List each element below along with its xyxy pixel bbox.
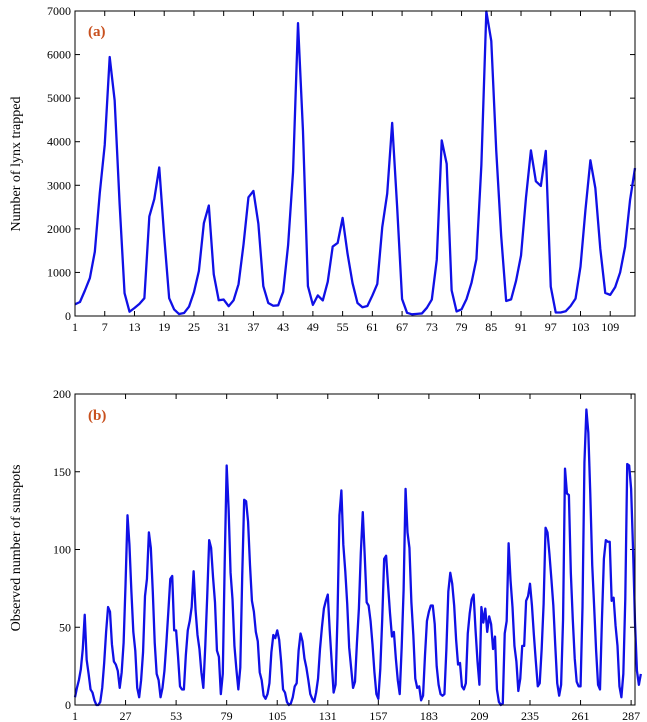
x-tick-label: 1 <box>72 320 78 334</box>
x-ticks-a: 1 7 13 19 25 31 37 43 49 55 61 67 73 79 85 91 97 103 109 <box>72 11 619 334</box>
panel-label-b: (b) <box>88 408 106 424</box>
y-tick-label: 200 <box>53 387 71 401</box>
x-tick-label: 31 <box>218 320 230 334</box>
x-tick-label: 157 <box>369 709 387 722</box>
x-tick-label: 49 <box>307 320 319 334</box>
x-tick-label: 235 <box>521 709 539 722</box>
y-axis-label-b: Observed number of sunspots <box>9 465 24 632</box>
y-tick-label: 1000 <box>47 265 71 279</box>
x-tick-label: 61 <box>366 320 378 334</box>
lynx-series-line <box>74 10 637 316</box>
y-axis-label-a: Number of lynx trapped <box>9 97 24 232</box>
x-tick-label: 91 <box>515 320 527 334</box>
x-tick-label: 287 <box>622 709 640 722</box>
y-tick-label: 100 <box>53 543 71 557</box>
y-tick-label: 2000 <box>47 222 71 236</box>
sunspots-series-line <box>73 408 642 707</box>
x-tick-label: 25 <box>188 320 200 334</box>
panel-label-a: (a) <box>88 24 106 40</box>
y-ticks-a: 0 1000 2000 3000 4000 5000 6000 7000 <box>47 4 635 323</box>
x-tick-label: 7 <box>102 320 108 334</box>
y-ticks-b: 0 50 100 150 200 <box>53 387 635 712</box>
x-tick-label: 261 <box>572 709 590 722</box>
plot-area-a <box>74 10 636 317</box>
x-tick-label: 53 <box>170 709 182 722</box>
x-tick-label: 1 <box>72 709 78 722</box>
x-tick-label: 73 <box>426 320 438 334</box>
x-tick-label: 27 <box>120 709 132 722</box>
y-tick-label: 3000 <box>47 178 71 192</box>
x-tick-label: 55 <box>337 320 349 334</box>
x-tick-label: 109 <box>601 320 619 334</box>
x-tick-label: 85 <box>485 320 497 334</box>
panel-b: Observed number of sunspots 0 50 100 150 200… <box>9 387 642 722</box>
x-tick-label: 209 <box>470 709 488 722</box>
y-tick-label: 50 <box>59 620 71 634</box>
x-tick-label: 183 <box>420 709 438 722</box>
y-tick-label: 150 <box>53 465 71 479</box>
x-ticks-b: 1 27 53 79 105 131 157 183 209 235 261 287 <box>72 394 640 722</box>
panel-a: Number of lynx trapped 0 1000 2000 3000 4000… <box>9 4 637 334</box>
x-tick-label: 67 <box>396 320 408 334</box>
x-tick-label: 97 <box>545 320 557 334</box>
x-tick-label: 105 <box>268 709 286 722</box>
plot-area-b <box>74 393 636 706</box>
y-tick-label: 7000 <box>47 4 71 18</box>
y-tick-label: 6000 <box>47 48 71 62</box>
x-tick-label: 37 <box>247 320 259 334</box>
y-tick-label: 4000 <box>47 135 71 149</box>
x-tick-label: 131 <box>319 709 337 722</box>
y-tick-label: 0 <box>65 309 71 323</box>
x-tick-label: 43 <box>277 320 289 334</box>
x-tick-label: 79 <box>456 320 468 334</box>
x-tick-label: 19 <box>158 320 170 334</box>
y-tick-label: 0 <box>65 698 71 712</box>
x-tick-label: 79 <box>221 709 233 722</box>
x-tick-label: 13 <box>128 320 140 334</box>
y-tick-label: 5000 <box>47 91 71 105</box>
x-tick-label: 103 <box>571 320 589 334</box>
